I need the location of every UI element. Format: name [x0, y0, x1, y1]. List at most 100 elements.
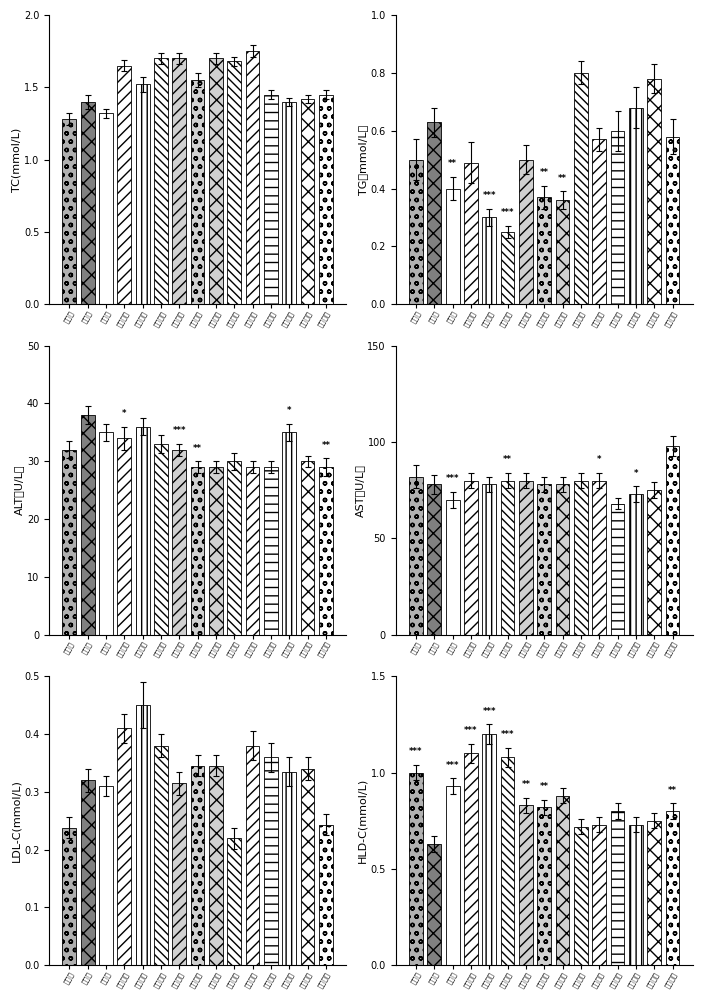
- Y-axis label: LDL-C(mmol/L): LDL-C(mmol/L): [11, 779, 21, 862]
- Text: *: *: [122, 409, 127, 418]
- Text: **: **: [193, 444, 202, 453]
- Bar: [191, 766, 204, 965]
- Bar: [209, 467, 223, 635]
- Bar: [409, 160, 423, 304]
- Bar: [227, 838, 241, 965]
- Bar: [301, 769, 315, 965]
- Text: *: *: [597, 455, 601, 464]
- Bar: [209, 58, 223, 304]
- Bar: [555, 484, 570, 635]
- Bar: [427, 484, 441, 635]
- Bar: [99, 113, 113, 304]
- Bar: [118, 728, 131, 965]
- Bar: [555, 796, 570, 965]
- Bar: [647, 490, 661, 635]
- Y-axis label: HLD-C(mmol/L): HLD-C(mmol/L): [358, 778, 367, 863]
- Y-axis label: ALT（U/L）: ALT（U/L）: [14, 465, 24, 515]
- Bar: [154, 746, 168, 965]
- Text: ***: ***: [501, 208, 515, 217]
- Text: *: *: [287, 406, 291, 415]
- Bar: [63, 828, 76, 965]
- Bar: [592, 139, 606, 304]
- Bar: [629, 108, 643, 304]
- Bar: [246, 746, 260, 965]
- Bar: [246, 467, 260, 635]
- Text: ***: ***: [446, 474, 460, 483]
- Y-axis label: TC(mmol/L): TC(mmol/L): [11, 128, 21, 192]
- Y-axis label: TG（mmol/L）: TG（mmol/L）: [358, 125, 367, 195]
- Bar: [118, 66, 131, 304]
- Text: ***: ***: [482, 191, 496, 200]
- Bar: [172, 450, 186, 635]
- Text: **: **: [448, 159, 457, 168]
- Y-axis label: AST（U/L）: AST（U/L）: [355, 464, 365, 517]
- Text: ***: ***: [446, 761, 460, 770]
- Bar: [610, 504, 624, 635]
- Bar: [427, 122, 441, 304]
- Bar: [118, 438, 131, 635]
- Bar: [264, 467, 278, 635]
- Bar: [592, 481, 606, 635]
- Text: ***: ***: [501, 730, 515, 739]
- Bar: [501, 232, 515, 304]
- Bar: [227, 461, 241, 635]
- Bar: [81, 102, 94, 304]
- Bar: [191, 467, 204, 635]
- Bar: [610, 811, 624, 965]
- Bar: [282, 432, 296, 635]
- Bar: [482, 217, 496, 304]
- Bar: [482, 484, 496, 635]
- Text: **: **: [540, 782, 548, 791]
- Bar: [63, 119, 76, 304]
- Bar: [319, 467, 333, 635]
- Text: **: **: [503, 455, 512, 464]
- Bar: [666, 446, 679, 635]
- Bar: [172, 783, 186, 965]
- Bar: [172, 58, 186, 304]
- Bar: [574, 827, 588, 965]
- Bar: [409, 773, 423, 965]
- Bar: [555, 200, 570, 304]
- Bar: [409, 477, 423, 635]
- Bar: [191, 80, 204, 304]
- Text: **: **: [668, 786, 677, 795]
- Bar: [136, 427, 149, 635]
- Bar: [666, 137, 679, 304]
- Bar: [264, 95, 278, 304]
- Text: **: **: [522, 780, 530, 789]
- Bar: [519, 160, 533, 304]
- Bar: [319, 95, 333, 304]
- Bar: [501, 757, 515, 965]
- Bar: [482, 734, 496, 965]
- Bar: [537, 807, 551, 965]
- Bar: [464, 753, 478, 965]
- Bar: [282, 772, 296, 965]
- Bar: [519, 805, 533, 965]
- Text: **: **: [558, 174, 567, 183]
- Bar: [246, 51, 260, 304]
- Bar: [537, 197, 551, 304]
- Bar: [464, 481, 478, 635]
- Text: ***: ***: [482, 707, 496, 716]
- Bar: [427, 844, 441, 965]
- Bar: [629, 494, 643, 635]
- Bar: [574, 73, 588, 304]
- Text: **: **: [322, 441, 330, 450]
- Bar: [592, 825, 606, 965]
- Bar: [227, 61, 241, 304]
- Bar: [81, 415, 94, 635]
- Bar: [446, 786, 460, 965]
- Text: ***: ***: [464, 726, 478, 735]
- Bar: [446, 189, 460, 304]
- Bar: [264, 757, 278, 965]
- Bar: [99, 432, 113, 635]
- Bar: [666, 811, 679, 965]
- Bar: [501, 481, 515, 635]
- Bar: [574, 481, 588, 635]
- Bar: [647, 79, 661, 304]
- Bar: [319, 825, 333, 965]
- Bar: [136, 84, 149, 304]
- Text: *: *: [634, 469, 638, 478]
- Bar: [519, 481, 533, 635]
- Bar: [464, 163, 478, 304]
